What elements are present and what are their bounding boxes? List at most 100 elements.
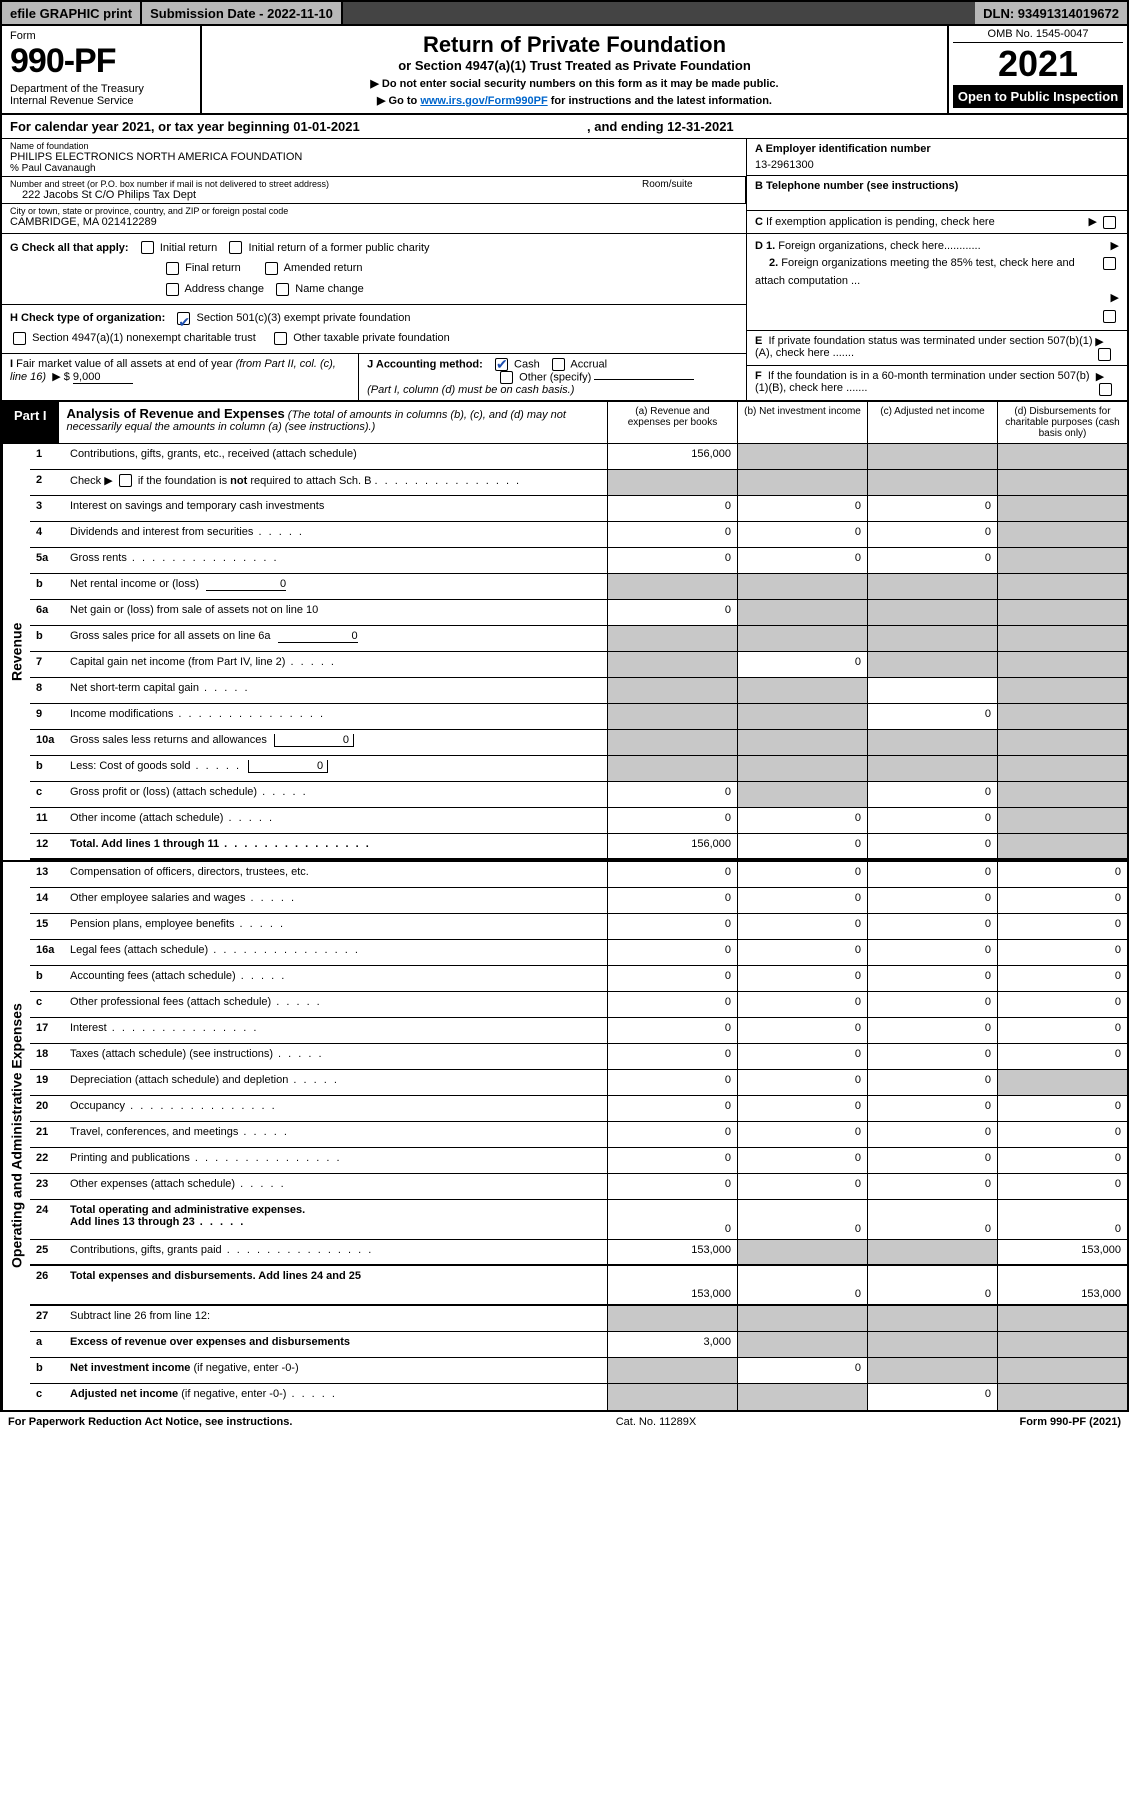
form-subtitle: or Section 4947(a)(1) Trust Treated as P… (212, 58, 937, 73)
desc-7: Capital gain net income (from Part IV, l… (66, 652, 607, 677)
cell-2c (867, 470, 997, 495)
desc-2-pre: Check ▶ (70, 475, 116, 487)
schb-checkbox[interactable] (119, 474, 132, 487)
cell-19a: 0 (607, 1070, 737, 1095)
row-21: 21Travel, conferences, and meetings0000 (30, 1122, 1127, 1148)
ln-13: 13 (30, 862, 66, 887)
h-chk-4947[interactable] (13, 332, 26, 345)
f-checkbox[interactable] (1099, 383, 1112, 396)
j-chk-cash[interactable] (495, 358, 508, 371)
ln-1: 1 (30, 444, 66, 469)
h-chk-other[interactable] (274, 332, 287, 345)
ln-8: 8 (30, 678, 66, 703)
cell-6bb (737, 626, 867, 651)
ein: 13-2961300 (755, 155, 1119, 171)
cell-22c: 0 (867, 1148, 997, 1173)
cell-18d: 0 (997, 1044, 1127, 1069)
d19t: Depreciation (attach schedule) and deple… (70, 1074, 288, 1086)
cell-27ac (867, 1332, 997, 1357)
h-row: H Check type of organization: Section 50… (2, 305, 746, 354)
ln-16b: b (30, 966, 66, 991)
cell-10ad (997, 730, 1127, 755)
cell-12b: 0 (737, 834, 867, 858)
cell-4c: 0 (867, 522, 997, 547)
d25t: Contributions, gifts, grants paid (70, 1244, 222, 1256)
j-chk-accrual[interactable] (552, 358, 565, 371)
g-row: G Check all that apply: Initial return I… (2, 234, 746, 306)
cell-5bc (867, 574, 997, 599)
ln-25: 25 (30, 1240, 66, 1264)
desc-19: Depreciation (attach schedule) and deple… (66, 1070, 607, 1095)
ln-2: 2 (30, 470, 66, 495)
cell-10cd (997, 782, 1127, 807)
cell-27cd (997, 1384, 1127, 1410)
desc-20: Occupancy (66, 1096, 607, 1121)
cell-12d (997, 834, 1127, 858)
desc-6b: Gross sales price for all assets on line… (66, 626, 607, 651)
ln-22: 22 (30, 1148, 66, 1173)
j-chk-other[interactable] (500, 371, 513, 384)
cell-14b: 0 (737, 888, 867, 913)
cell-27cc: 0 (867, 1384, 997, 1410)
row-5a: 5a Gross rents 0 0 0 (30, 548, 1127, 574)
g-chk-address[interactable] (166, 283, 179, 296)
cell-1a: 156,000 (607, 444, 737, 469)
d-row: D 1. Foreign organizations, check here..… (747, 234, 1127, 331)
cell-22b: 0 (737, 1148, 867, 1173)
footer-mid: Cat. No. 11289X (616, 1416, 697, 1428)
row-27c: cAdjusted net income (if negative, enter… (30, 1384, 1127, 1410)
g-chk-amended[interactable] (265, 262, 278, 275)
form-header: Form 990-PF Department of the TreasuryIn… (0, 26, 1129, 115)
cell-3d (997, 496, 1127, 521)
cell-8a (607, 678, 737, 703)
ln-27b: b (30, 1358, 66, 1383)
efile-label[interactable]: efile GRAPHIC print (2, 2, 142, 24)
header-mid: Return of Private Foundation or Section … (202, 26, 947, 113)
d2-checkbox[interactable] (1103, 310, 1116, 323)
desc-13: Compensation of officers, directors, tru… (66, 862, 607, 887)
desc-27a: Excess of revenue over expenses and disb… (66, 1332, 607, 1357)
cell-14c: 0 (867, 888, 997, 913)
footer-right: Form 990-PF (2021) (1019, 1416, 1121, 1428)
ein-label: A Employer identification number (755, 143, 1119, 155)
cell-18a: 0 (607, 1044, 737, 1069)
cell-27b (737, 1306, 867, 1331)
ij-row: I Fair market value of all assets at end… (2, 354, 746, 400)
desc-5a-txt: Gross rents (70, 552, 127, 564)
h-chk-501c3[interactable] (177, 312, 190, 325)
cell-1b (737, 444, 867, 469)
row-22: 22Printing and publications0000 (30, 1148, 1127, 1174)
g-chk-name[interactable] (276, 283, 289, 296)
e-checkbox[interactable] (1098, 348, 1111, 361)
d1-checkbox[interactable] (1103, 257, 1116, 270)
cell-5ac: 0 (867, 548, 997, 573)
revenue-rows: 1 Contributions, gifts, grants, etc., re… (30, 444, 1127, 860)
desc-11: Other income (attach schedule) (66, 808, 607, 833)
irs-link[interactable]: www.irs.gov/Form990PF (420, 95, 547, 107)
g-chk-initial-former[interactable] (229, 241, 242, 254)
cell-22a: 0 (607, 1148, 737, 1173)
entity-left: Name of foundation PHILIPS ELECTRONICS N… (2, 139, 747, 233)
cell-16bb: 0 (737, 966, 867, 991)
g-chk-initial[interactable] (141, 241, 154, 254)
g-chk-final[interactable] (166, 262, 179, 275)
row-18: 18Taxes (attach schedule) (see instructi… (30, 1044, 1127, 1070)
cell-26a: 153,000 (607, 1266, 737, 1304)
desc-18: Taxes (attach schedule) (see instruction… (66, 1044, 607, 1069)
desc-8: Net short-term capital gain (66, 678, 607, 703)
form-label: Form (10, 30, 192, 42)
cell-8b (737, 678, 867, 703)
desc-15: Pension plans, employee benefits (66, 914, 607, 939)
cell-7b: 0 (737, 652, 867, 677)
c-checkbox[interactable] (1103, 216, 1116, 229)
row-6a: 6a Net gain or (loss) from sale of asset… (30, 600, 1127, 626)
expense-rows: 13Compensation of officers, directors, t… (30, 862, 1127, 1410)
i-amount: 9,000 (73, 371, 133, 384)
c-section: C If exemption application is pending, c… (747, 211, 1127, 233)
cell-2a (607, 470, 737, 495)
calendar-year-row: For calendar year 2021, or tax year begi… (0, 115, 1129, 139)
desc-6b-txt: Gross sales price for all assets on line… (70, 630, 271, 642)
dln-label: DLN: 93491314019672 (975, 2, 1127, 24)
cell-6ab (737, 600, 867, 625)
ln-16a: 16a (30, 940, 66, 965)
